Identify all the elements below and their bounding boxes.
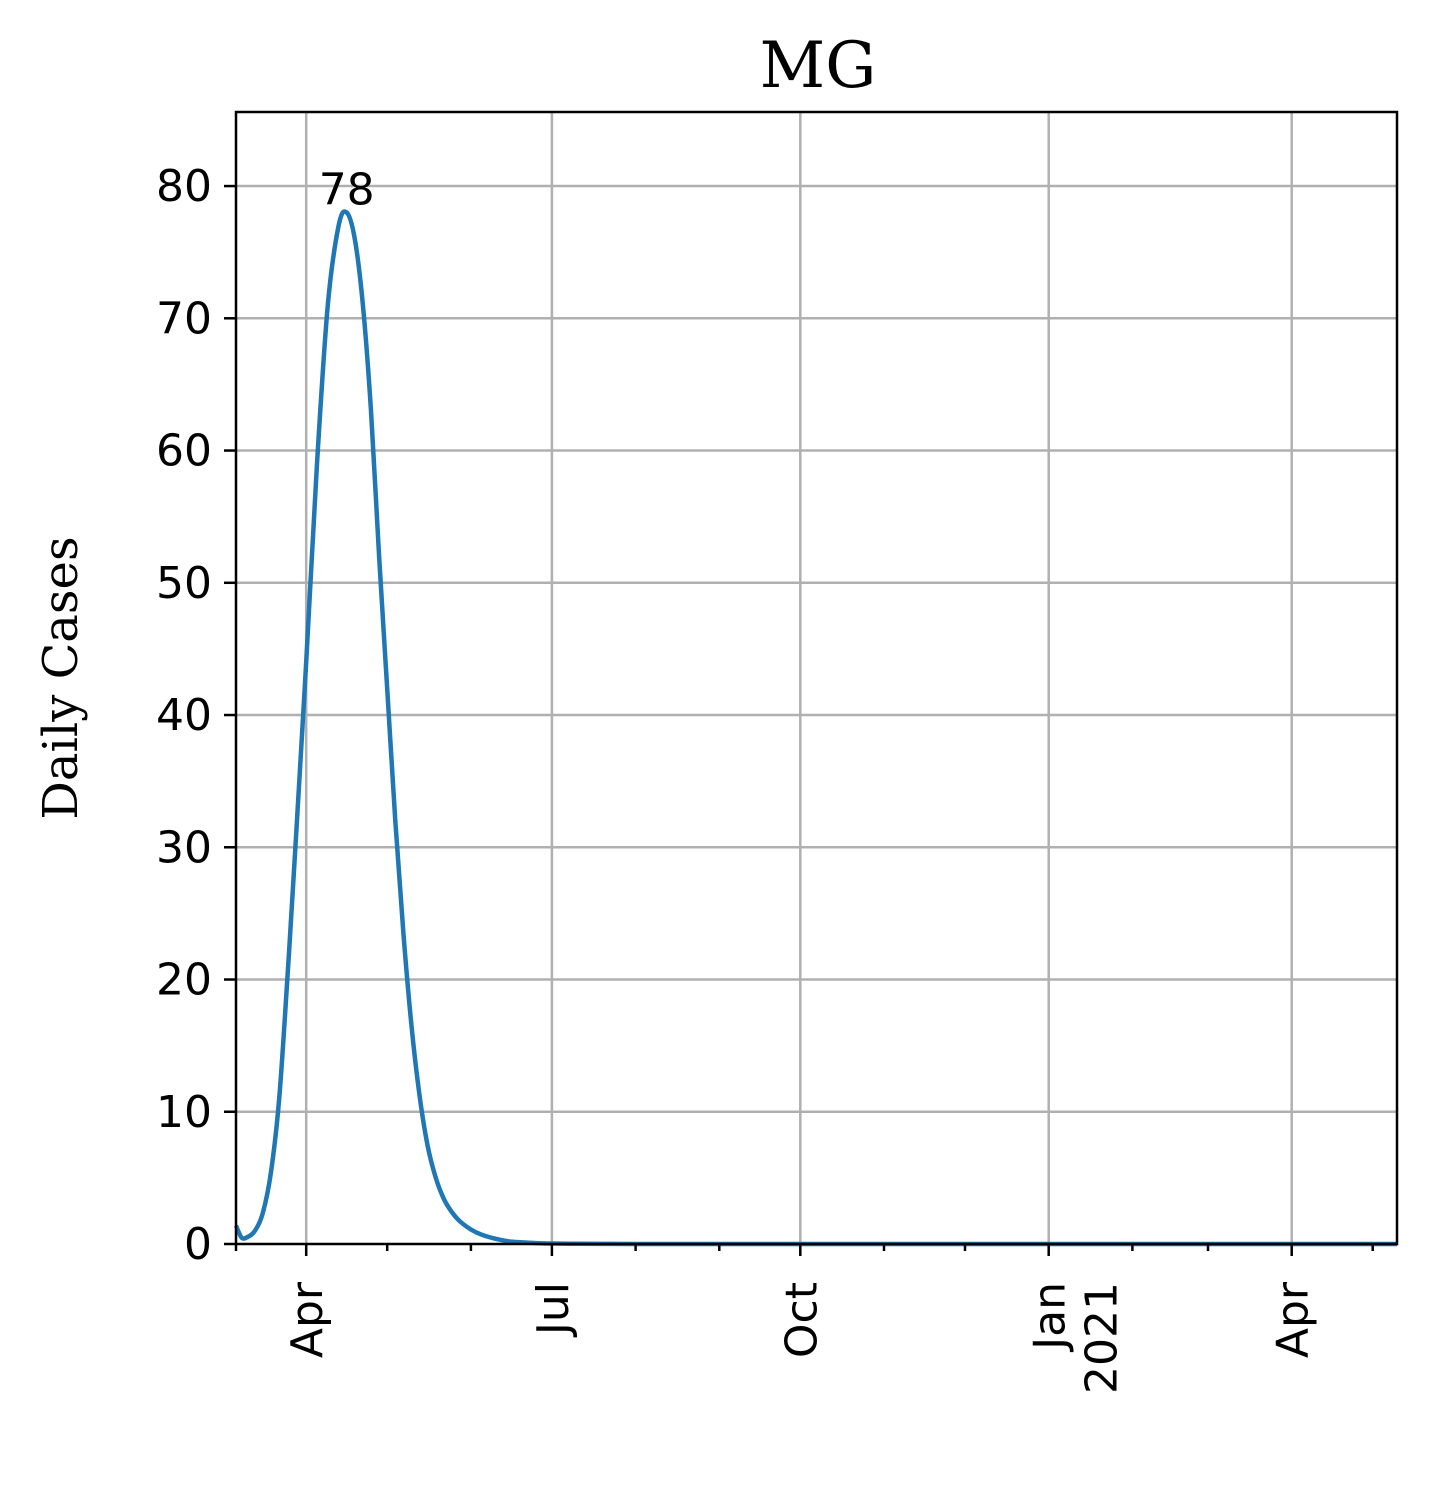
plot-frame <box>234 110 1399 1246</box>
y-tick-label: 30 <box>156 822 212 873</box>
x-tick-label: Oct <box>776 1282 827 1358</box>
chart-title: MG <box>760 29 877 103</box>
y-tick-label: 20 <box>156 955 212 1006</box>
series-line <box>233 209 1397 1247</box>
grid <box>236 112 1397 1244</box>
x-tick-label: Jan <box>1025 1282 1076 1353</box>
y-tick-label: 0 <box>184 1219 212 1270</box>
annotations: 78 <box>319 165 375 216</box>
y-tick-label: 60 <box>156 426 212 477</box>
y-axis-label: Daily Cases <box>33 536 89 819</box>
axis-ticks: 0 10 20 30 40 50 60 70 80 Apr Jul Oct Jan 2021 Apr <box>156 161 1374 1394</box>
y-tick-label: 70 <box>156 293 212 344</box>
series-layer <box>233 209 1397 1247</box>
y-tick-label: 10 <box>156 1087 212 1138</box>
y-tick-label: 50 <box>156 558 212 609</box>
x-tick-label: Apr <box>282 1281 333 1358</box>
x-tick-label: Jul <box>528 1282 579 1338</box>
x-tick-label-year: 2021 <box>1077 1282 1128 1394</box>
peak-label: 78 <box>319 165 375 216</box>
y-tick-label: 40 <box>156 690 212 741</box>
x-tick-label: Apr <box>1268 1281 1319 1358</box>
y-tick-label: 80 <box>156 161 212 212</box>
